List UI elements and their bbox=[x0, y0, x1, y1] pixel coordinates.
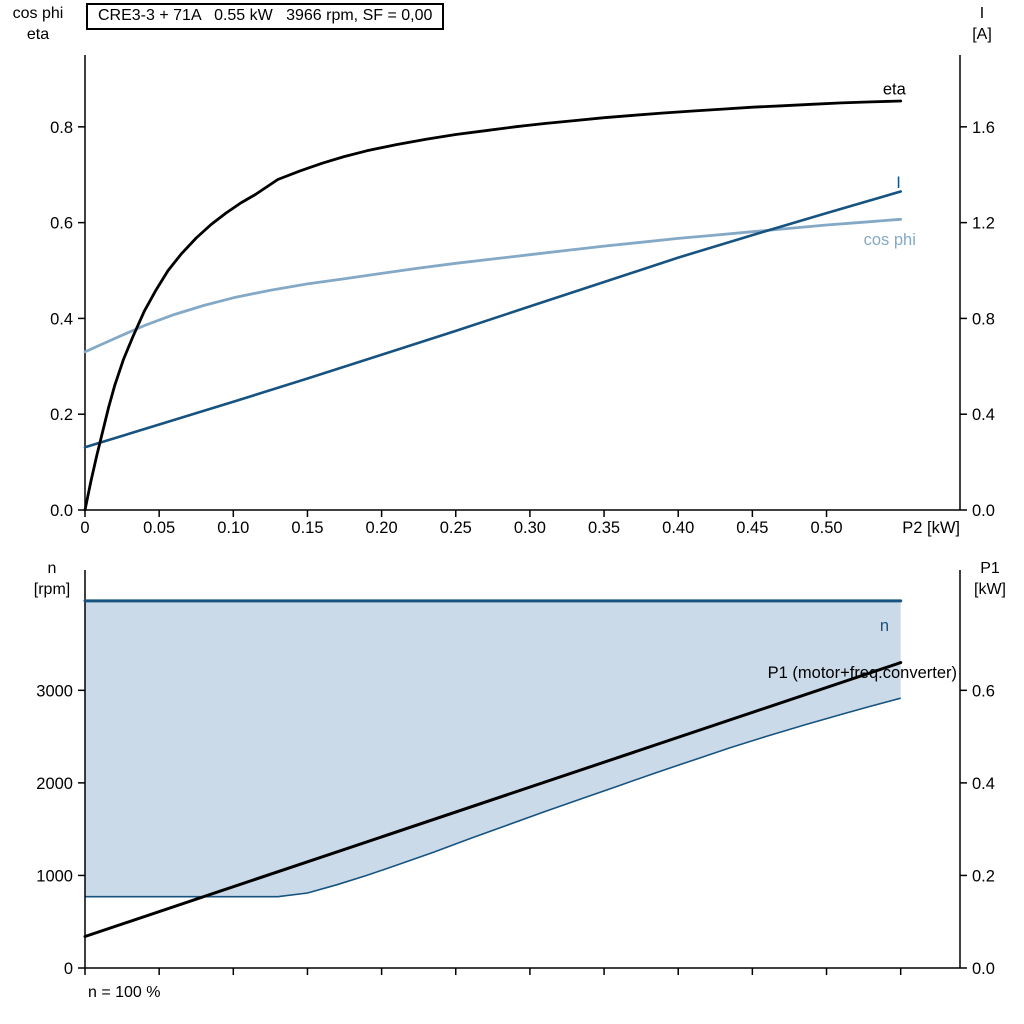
curve-label-eta: eta bbox=[883, 80, 907, 98]
svg-text:0.8: 0.8 bbox=[50, 119, 73, 137]
svg-text:3000: 3000 bbox=[36, 682, 73, 700]
series-p1 bbox=[83, 661, 903, 938]
axis-title-rpm: [rpm] bbox=[33, 581, 71, 598]
svg-text:0.6: 0.6 bbox=[50, 215, 73, 233]
speed-range-lower-boundary bbox=[85, 697, 901, 898]
axis-title-n: n bbox=[47, 560, 57, 577]
svg-text:0.45: 0.45 bbox=[736, 519, 768, 537]
svg-text:1000: 1000 bbox=[36, 867, 73, 885]
series-cos-phi bbox=[83, 217, 903, 354]
svg-text:1.6: 1.6 bbox=[972, 119, 995, 137]
axis-title-I: I bbox=[979, 5, 985, 22]
series-current bbox=[83, 190, 903, 449]
svg-text:0.35: 0.35 bbox=[588, 519, 620, 537]
svg-text:1.2: 1.2 bbox=[972, 215, 995, 233]
svg-text:0: 0 bbox=[80, 519, 89, 537]
p2-performance-chart: 0 0.05 0.10 0.15 0.20 0.25 0.30 0.35 0.40 0.45 0.5… bbox=[50, 55, 995, 537]
svg-text:0.05: 0.05 bbox=[143, 519, 175, 537]
axes bbox=[78, 55, 967, 517]
svg-text:0.40: 0.40 bbox=[662, 519, 694, 537]
x-axis-label: P2 [kW] bbox=[902, 519, 960, 537]
svg-text:0.6: 0.6 bbox=[972, 682, 995, 700]
svg-text:0.0: 0.0 bbox=[972, 502, 995, 520]
top-right-axis-title: I [A] bbox=[950, 3, 1014, 45]
tick-labels: 0 0.05 0.10 0.15 0.20 0.25 0.30 0.35 0.40 0.45 0.5… bbox=[50, 119, 995, 537]
curve-label-p1: P1 (motor+freq.converter) bbox=[768, 664, 957, 682]
axis-title-cos-phi: cos phi bbox=[12, 5, 64, 22]
axis-title-eta: eta bbox=[26, 26, 50, 43]
tick-labels: 0 1000 2000 3000 0.0 0.2 0.4 0.6 bbox=[36, 682, 995, 978]
svg-text:0.20: 0.20 bbox=[366, 519, 398, 537]
svg-text:0.8: 0.8 bbox=[972, 310, 995, 328]
bottom-right-axis-title: P1 [kW] bbox=[958, 558, 1022, 600]
svg-text:0.10: 0.10 bbox=[217, 519, 249, 537]
axes bbox=[78, 570, 967, 975]
speed-footnote: n = 100 % bbox=[88, 984, 161, 1001]
axis-title-A: [A] bbox=[972, 26, 992, 43]
svg-text:0.0: 0.0 bbox=[972, 960, 995, 978]
svg-text:0: 0 bbox=[64, 960, 73, 978]
svg-text:0.30: 0.30 bbox=[514, 519, 546, 537]
svg-text:0.4: 0.4 bbox=[972, 406, 995, 424]
bottom-left-axis-title: n [rpm] bbox=[16, 558, 88, 600]
svg-text:0.25: 0.25 bbox=[440, 519, 472, 537]
speed-power-chart: 0 1000 2000 3000 0.0 0.2 0.4 0.6 n P1 (motor+freq… bbox=[36, 570, 995, 978]
svg-text:0.15: 0.15 bbox=[291, 519, 323, 537]
curve-label-current: I bbox=[896, 174, 901, 192]
speed-range-band bbox=[85, 600, 901, 897]
svg-text:0.50: 0.50 bbox=[810, 519, 842, 537]
top-left-axis-title: cos phi eta bbox=[2, 3, 74, 45]
svg-text:0.2: 0.2 bbox=[50, 406, 73, 424]
svg-text:0.4: 0.4 bbox=[50, 310, 73, 328]
axis-title-P1: P1 bbox=[980, 560, 1000, 577]
chart-title-box: CRE3-3 + 71A 0.55 kW 3966 rpm, SF = 0,00 bbox=[86, 3, 445, 30]
axis-title-kW: [kW] bbox=[974, 581, 1006, 598]
series-eta bbox=[83, 99, 903, 512]
svg-text:0.0: 0.0 bbox=[50, 502, 73, 520]
svg-text:0.4: 0.4 bbox=[972, 775, 995, 793]
svg-text:2000: 2000 bbox=[36, 775, 73, 793]
svg-text:0.2: 0.2 bbox=[972, 867, 995, 885]
curve-label-cos-phi: cos phi bbox=[864, 231, 916, 249]
curve-label-n: n bbox=[880, 617, 889, 635]
